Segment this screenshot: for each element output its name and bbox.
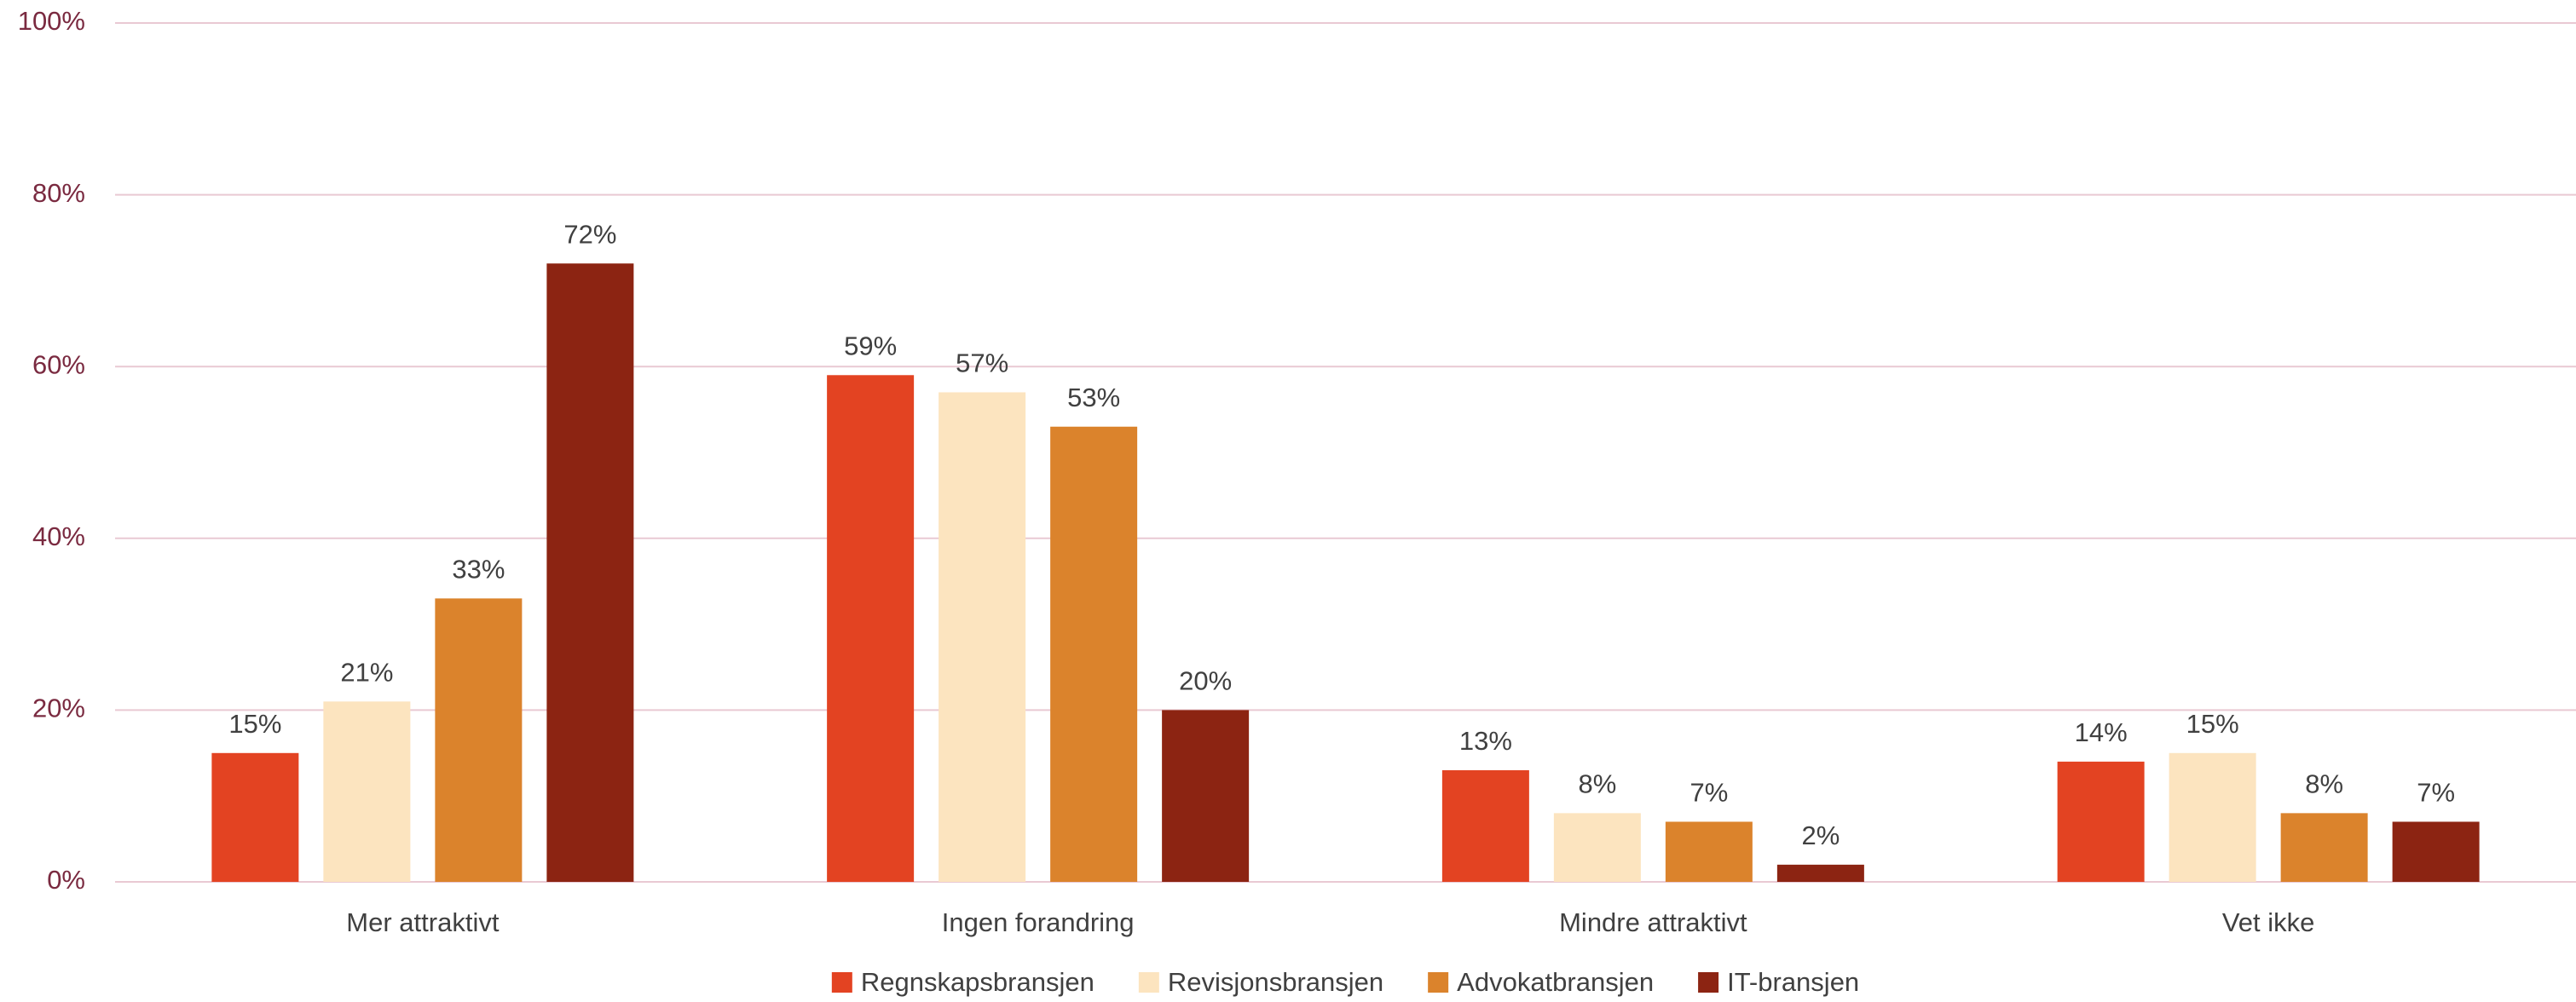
bar xyxy=(1441,769,1529,882)
bar xyxy=(827,375,915,882)
bar xyxy=(1665,821,1753,882)
y-tick-label: 40% xyxy=(32,521,85,551)
bar xyxy=(1776,864,1864,882)
value-label: 13% xyxy=(1459,726,1512,756)
x-tick-label: Ingen forandring xyxy=(942,907,1135,937)
value-label: 2% xyxy=(1801,821,1840,850)
value-label: 8% xyxy=(2305,769,2343,799)
bar xyxy=(2169,752,2256,882)
value-label: 33% xyxy=(452,555,505,584)
value-label: 59% xyxy=(844,331,897,360)
x-tick-label: Mer attraktivt xyxy=(346,907,500,937)
bar xyxy=(1162,710,1250,882)
bar xyxy=(2057,761,2145,882)
value-label: 7% xyxy=(2417,778,2455,808)
x-tick-label: Vet ikke xyxy=(2222,907,2315,937)
x-tick-label: Mindre attraktivt xyxy=(1559,907,1747,937)
value-label: 15% xyxy=(2186,709,2239,739)
legend-swatch xyxy=(1698,972,1719,993)
bar xyxy=(323,701,411,882)
value-label: 21% xyxy=(340,658,393,688)
value-label: 72% xyxy=(563,219,616,249)
bar xyxy=(435,598,523,882)
legend-label: Regnskapsbransjen xyxy=(861,967,1095,997)
legend-label: Advokatbransjen xyxy=(1457,967,1654,997)
bar xyxy=(2280,813,2368,882)
value-label: 7% xyxy=(1689,778,1728,808)
value-label: 57% xyxy=(956,348,1008,378)
bar xyxy=(2392,821,2480,882)
value-label: 14% xyxy=(2075,717,2128,747)
y-tick-label: 80% xyxy=(32,178,85,208)
legend-swatch xyxy=(1428,972,1449,993)
bar xyxy=(939,392,1026,882)
bar xyxy=(546,263,634,882)
y-tick-label: 60% xyxy=(32,349,85,379)
bar xyxy=(1050,426,1138,882)
legend-swatch xyxy=(831,972,852,993)
value-label: 8% xyxy=(1578,769,1616,799)
y-tick-label: 0% xyxy=(47,865,85,895)
value-label: 53% xyxy=(1067,383,1120,412)
value-label: 20% xyxy=(1179,666,1232,696)
bar xyxy=(1553,813,1641,882)
value-label: 15% xyxy=(228,709,281,739)
legend-label: Revisjonsbransjen xyxy=(1168,967,1383,997)
legend-label: IT-bransjen xyxy=(1727,967,1859,997)
y-tick-label: 100% xyxy=(18,6,85,36)
bar xyxy=(211,752,299,882)
y-tick-label: 20% xyxy=(32,694,85,723)
legend-swatch xyxy=(1138,972,1159,993)
